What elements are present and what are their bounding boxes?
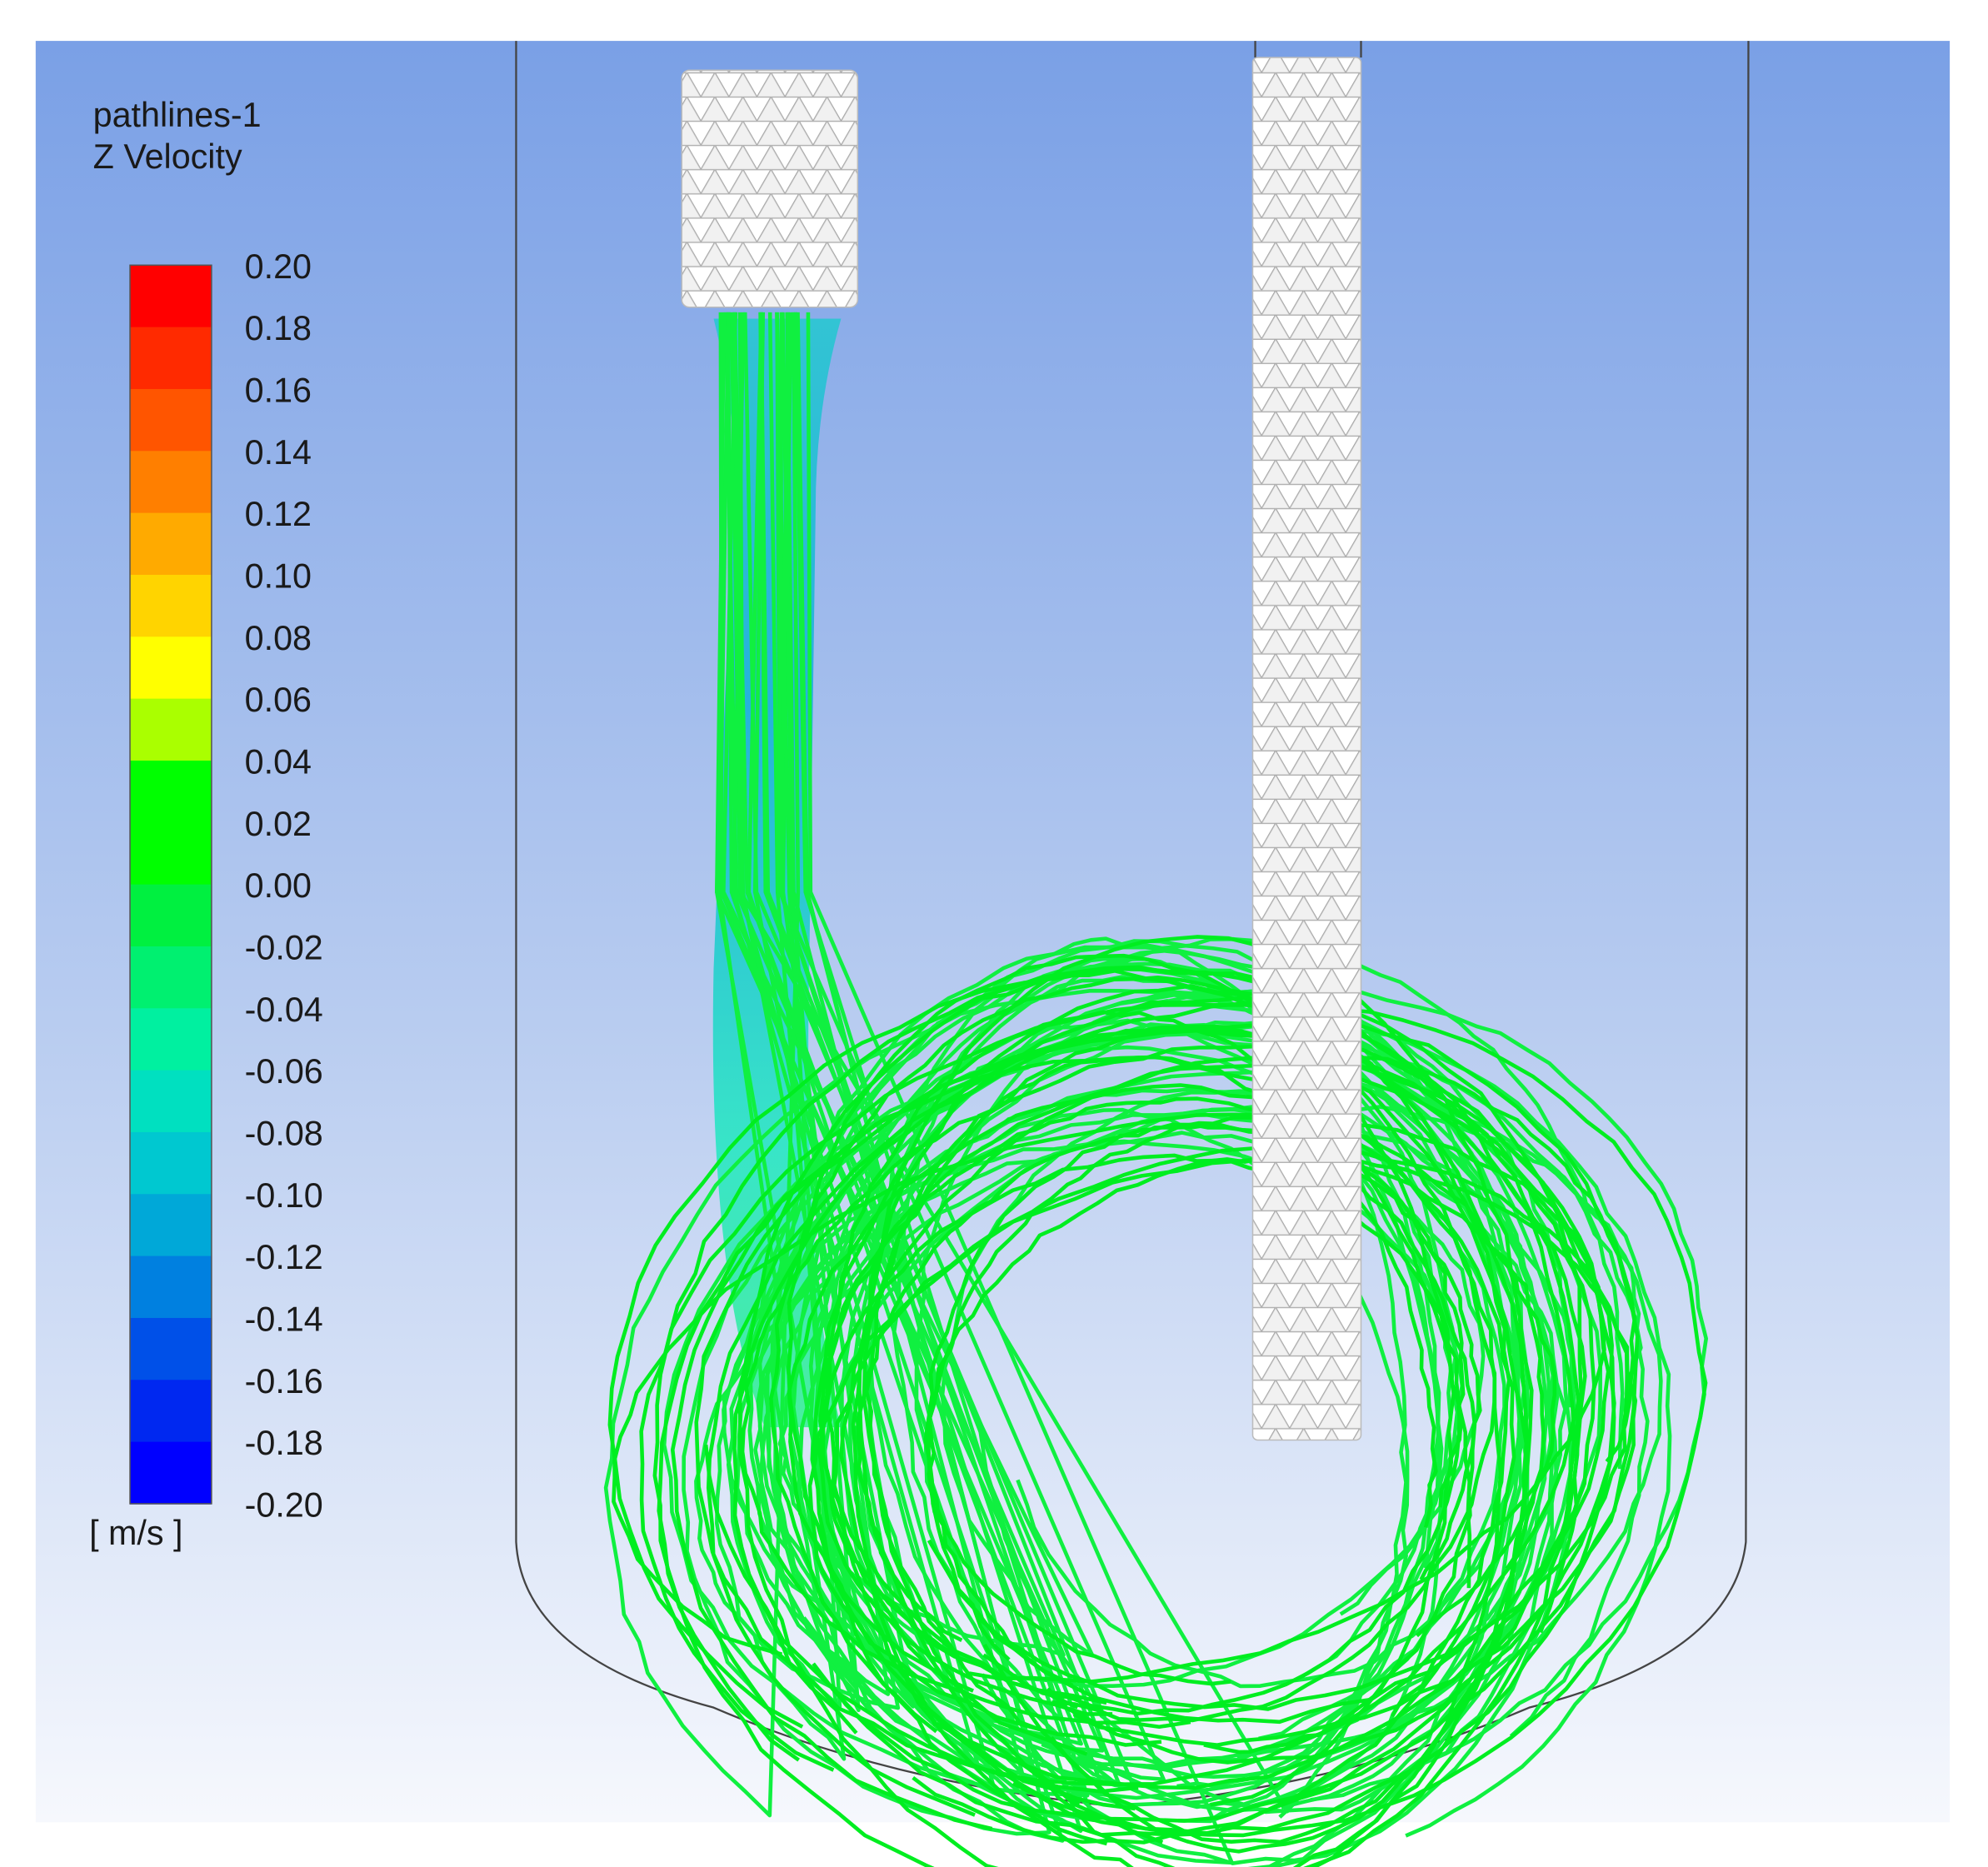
pathline — [726, 312, 1708, 1802]
pathline — [682, 312, 1553, 1836]
colorbar-tick-label: 0.12 — [245, 495, 312, 533]
colorbar-band — [130, 512, 212, 576]
colorbar-band — [130, 1070, 212, 1133]
colorbar-band — [130, 1008, 212, 1071]
pathline — [769, 975, 1511, 1734]
colorbar-tick-label: 0.08 — [245, 619, 312, 657]
colorbar-band — [130, 636, 212, 700]
rod-outline — [1254, 41, 1362, 57]
pathline — [657, 1028, 1587, 1837]
colorbar-band — [130, 388, 212, 452]
colorbar-tick-label: -0.20 — [245, 1485, 323, 1524]
colorbar-frame — [129, 264, 212, 1505]
pathline — [857, 984, 1529, 1845]
pathline — [779, 312, 1625, 1834]
colorbar-tick-label: 0.04 — [245, 742, 312, 781]
colorbar-band — [130, 884, 212, 947]
colorbar-tick-label: 0.10 — [245, 557, 312, 595]
pathline — [607, 966, 1583, 1787]
pathline — [926, 1154, 1557, 1686]
colorbar-tick-label: -0.12 — [245, 1238, 323, 1276]
colorbar-tick-label: 0.20 — [245, 247, 312, 286]
colorbar-band — [130, 1255, 212, 1319]
pathline — [639, 1002, 1640, 1823]
colorbar-band — [130, 265, 212, 328]
colorbar-band — [130, 822, 212, 886]
legend-title: pathlines-1 — [93, 96, 262, 134]
inlet-pipe — [681, 69, 859, 308]
pathline — [811, 996, 1581, 1846]
colorbar-tick-label: 0.14 — [245, 433, 312, 472]
colorbar-band — [130, 1441, 212, 1505]
pathline — [839, 1052, 1616, 1765]
baffle-rod — [1251, 57, 1362, 1441]
colorbar-band — [130, 574, 212, 638]
legend-unit: [ m/s ] — [89, 1514, 182, 1552]
colorbar-tick-label: 0.00 — [245, 866, 312, 905]
pathlines — [603, 312, 1708, 1867]
colorbar-band — [130, 698, 212, 761]
colorbar-tick-label: 0.06 — [245, 681, 312, 719]
colorbar-tick-label: -0.18 — [245, 1424, 323, 1462]
colorbar-band — [130, 1131, 212, 1196]
colorbar-tick-label: -0.04 — [245, 991, 323, 1029]
colorbar-band — [130, 946, 212, 1010]
colorbar-tick-label: 0.02 — [245, 805, 312, 843]
colorbar-band — [130, 1194, 212, 1257]
colorbar-band — [130, 1317, 212, 1381]
colorbar-band — [130, 1380, 212, 1443]
colorbar-band — [130, 760, 212, 824]
colorbar-tick-label: -0.08 — [245, 1114, 323, 1152]
colorbar-tick-label: 0.18 — [245, 309, 312, 347]
pathline — [807, 1155, 1638, 1747]
colorbar-tick-label: -0.10 — [245, 1176, 323, 1215]
colorbar-tick-label: -0.06 — [245, 1052, 323, 1091]
colorbar-tick-label: -0.02 — [245, 928, 323, 966]
pathline — [732, 1022, 1616, 1835]
pathline — [612, 1112, 1606, 1684]
pathline — [864, 1055, 1438, 1731]
colorbar-band — [130, 451, 212, 514]
legend-quantity: Z Velocity — [93, 137, 242, 176]
legend: pathlines-1 Z Velocity [ m/s ] 0.20 0.18 0… — [89, 96, 323, 1552]
colorbar-tick-label: -0.16 — [245, 1362, 323, 1400]
colorbar-tick-label: -0.14 — [245, 1300, 323, 1338]
colorbar-band — [130, 327, 212, 390]
colorbar-tick-label: 0.16 — [245, 371, 312, 409]
